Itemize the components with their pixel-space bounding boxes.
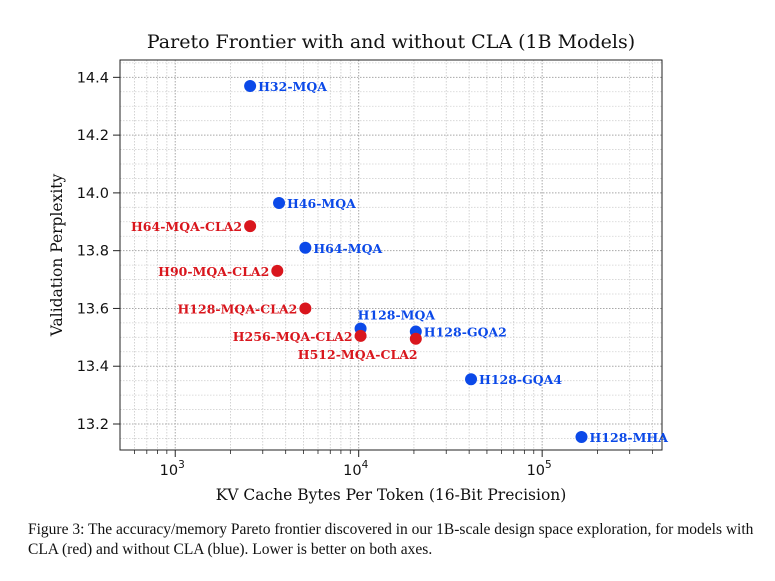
y-tick-label: 14.2 — [77, 128, 109, 144]
data-point — [244, 80, 257, 92]
y-tick-label: 13.4 — [77, 359, 109, 375]
data-point — [465, 373, 478, 386]
y-tick-label: 13.8 — [77, 244, 109, 260]
y-tick-label: 14.0 — [77, 186, 109, 202]
data-point — [299, 302, 312, 315]
data-point-label: H64-MQA — [313, 241, 382, 256]
figure-caption: Figure 3: The accuracy/memory Pareto fro… — [28, 521, 754, 558]
data-point — [409, 332, 422, 345]
data-point-label: H32-MQA — [258, 79, 327, 94]
data-point — [575, 431, 588, 443]
x-tick-label: 103 — [160, 459, 185, 479]
y-tick-label: 13.6 — [77, 301, 109, 317]
x-axis-label: KV Cache Bytes Per Token (16-Bit Precisi… — [216, 486, 567, 504]
data-point-label: H64-MQA-CLA2 — [131, 219, 242, 234]
data-point-label: H46-MQA — [287, 196, 356, 211]
data-point-label: H512-MQA-CLA2 — [298, 347, 418, 362]
chart-title: Pareto Frontier with and without CLA (1B… — [147, 31, 635, 53]
data-point — [271, 264, 284, 277]
data-point — [273, 197, 286, 209]
data-point-label: H128-GQA2 — [424, 325, 507, 340]
data-point — [354, 329, 367, 342]
plot-frame — [119, 59, 663, 451]
data-point-label: H128-MHA — [589, 430, 668, 445]
data-point-label: H128-MQA — [358, 308, 436, 323]
y-tick-label: 13.2 — [77, 417, 109, 433]
y-axis-label: Validation Perplexity — [48, 173, 66, 337]
data-point — [299, 241, 312, 254]
data-point-label: H128-MQA-CLA2 — [178, 301, 298, 316]
scatter-plot: 103 104 105 13.2 13.4 13.6 13.8 14.0 14.2 14.4 Par… — [48, 31, 668, 504]
x-tick-label: 105 — [527, 459, 552, 479]
x-tick-label: 104 — [343, 459, 368, 479]
data-point-label: H128-GQA4 — [479, 372, 562, 387]
data-point-label: H256-MQA-CLA2 — [233, 329, 353, 344]
y-tick-label: 14.4 — [77, 70, 109, 86]
chart: 103 104 105 13.2 13.4 13.6 13.8 14.0 14.2 14.4 Par… — [48, 31, 668, 504]
data-point-label: H90-MQA-CLA2 — [158, 264, 269, 279]
data-point — [244, 220, 257, 233]
